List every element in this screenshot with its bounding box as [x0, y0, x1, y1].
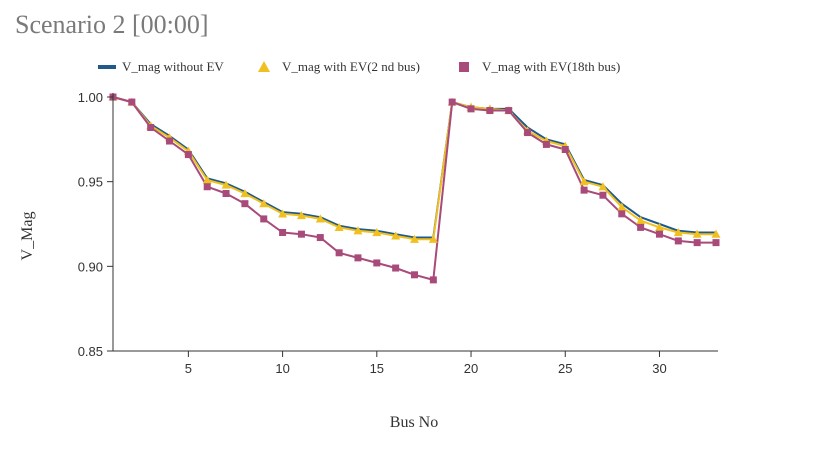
data-point-triangle [202, 175, 212, 184]
x-tick-label: 20 [464, 361, 478, 376]
data-point-square [411, 271, 418, 279]
y-tick-label: 0.90 [78, 259, 103, 274]
data-point-square [655, 230, 663, 238]
data-point-square [203, 183, 211, 191]
data-point-square [618, 210, 626, 218]
data-point-triangle [240, 189, 250, 198]
data-point-triangle [428, 234, 438, 243]
legend: V_mag without EV V_mag with EV(2 nd bus) V… [98, 59, 620, 74]
data-point-square [467, 105, 475, 113]
data-point-square [542, 140, 550, 148]
data-point-square [448, 98, 456, 106]
data-point-triangle [692, 229, 702, 238]
data-point-square [297, 230, 305, 238]
data-point-triangle [296, 211, 306, 220]
data-point-triangle [410, 234, 419, 243]
y-tick-label: 1.00 [78, 90, 103, 105]
data-point-triangle [636, 216, 646, 225]
series-line-2 [112, 96, 716, 241]
series-line-3 [112, 96, 716, 281]
data-point-square [674, 237, 682, 245]
chart-title: Scenario 2 [00:00] [15, 10, 209, 39]
data-point-square [316, 234, 324, 242]
plot-markers [108, 92, 721, 284]
data-point-triangle [334, 222, 344, 231]
axes: 0.85 0.90 0.95 1.00 5 10 15 20 25 30 [78, 90, 718, 376]
data-point-triangle [391, 231, 401, 240]
y-tick-label: 0.95 [78, 175, 103, 190]
data-point-triangle [259, 199, 269, 208]
data-point-triangle [617, 202, 627, 211]
data-point-square [580, 186, 588, 194]
x-tick-label: 30 [652, 361, 666, 376]
data-point-square [241, 200, 249, 208]
x-axis-label: Bus No [390, 414, 438, 431]
x-tick-label: 15 [370, 361, 384, 376]
data-point-square [693, 239, 701, 247]
data-point-triangle [353, 226, 363, 235]
legend-label: V_mag without EV [122, 59, 224, 74]
data-point-square [561, 145, 569, 153]
legend-swatch-square [459, 62, 469, 72]
x-tick-label: 25 [558, 361, 572, 376]
data-point-square [637, 223, 645, 231]
data-point-square [429, 276, 437, 284]
data-point-square [184, 151, 192, 159]
data-point-square [524, 129, 532, 137]
data-point-triangle [372, 227, 382, 237]
data-point-square [128, 98, 136, 106]
plot-lines [112, 96, 716, 281]
data-point-square [260, 215, 268, 223]
data-point-square [335, 249, 343, 257]
y-axis-label: V_Mag [19, 212, 36, 261]
data-point-triangle [315, 214, 325, 223]
data-point-square [486, 107, 494, 115]
data-point-square [599, 191, 607, 199]
data-point-square [505, 107, 513, 115]
legend-swatch-line [98, 65, 116, 69]
data-point-square [354, 254, 362, 262]
data-point-square [279, 228, 287, 236]
data-point-square [392, 264, 400, 272]
data-point-triangle [598, 182, 608, 191]
data-point-square [222, 190, 230, 198]
legend-label: V_mag with EV(2 nd bus) [282, 59, 420, 74]
data-point-square [373, 259, 381, 267]
data-point-triangle [278, 209, 288, 218]
y-tick-label: 0.85 [78, 344, 103, 359]
data-point-triangle [579, 177, 589, 186]
data-point-triangle [673, 227, 683, 237]
data-point-triangle [221, 180, 231, 189]
legend-label: V_mag with EV(18th bus) [482, 59, 620, 74]
x-tick-label: 10 [275, 361, 289, 376]
x-tick-label: 5 [185, 361, 192, 376]
data-point-triangle [711, 229, 721, 238]
data-point-square [166, 137, 174, 145]
data-point-square [147, 123, 155, 131]
data-point-triangle [654, 222, 664, 231]
data-point-square [712, 239, 720, 247]
legend-swatch-triangle [258, 61, 270, 72]
